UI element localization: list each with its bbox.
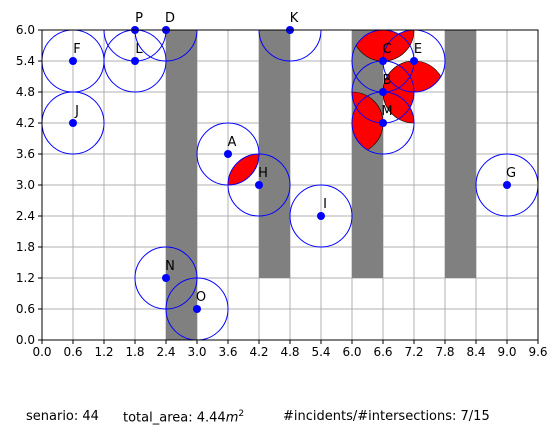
point-label: E <box>414 42 422 57</box>
coverage-circle <box>475 153 538 217</box>
x-tick-label: 1.2 <box>94 345 113 359</box>
point-label: K <box>290 11 299 26</box>
coverage-circle <box>165 277 229 340</box>
intersection-region <box>228 154 260 186</box>
y-tick-label: 1.2 <box>16 271 35 285</box>
y-tick-label: 4.2 <box>16 116 35 130</box>
sensor-point <box>224 150 232 158</box>
sensor-point <box>379 88 387 96</box>
intersection-region <box>382 92 414 124</box>
y-tick-label: 4.8 <box>16 85 35 99</box>
y-tick-label: 2.4 <box>16 209 35 223</box>
intersection-region <box>383 30 415 62</box>
y-tick-label: 0.6 <box>16 302 35 316</box>
sensor-point <box>379 57 387 65</box>
sensor-point <box>317 212 325 220</box>
sensor-point <box>193 305 201 313</box>
coverage-circle <box>42 91 105 155</box>
y-tick-label: 5.4 <box>16 54 35 68</box>
coverage-circle <box>103 30 167 93</box>
x-tick-label: 3.6 <box>218 345 237 359</box>
y-tick-label: 3.0 <box>16 178 35 192</box>
point-label: F <box>73 42 80 57</box>
x-tick-label: 7.8 <box>435 345 454 359</box>
area-exponent: 2 <box>238 409 245 419</box>
sensor-points <box>69 26 511 313</box>
point-label: M <box>381 104 392 119</box>
sensor-point <box>69 57 77 65</box>
x-tick-label: 0.0 <box>32 345 51 359</box>
point-label: O <box>196 290 206 305</box>
point-label: N <box>165 259 175 274</box>
point-label: L <box>135 42 143 57</box>
scenario-plot: P D K F L C E B J M A H G I N O 0.0 0.6 1.2 1.8 2.4 3.0 3.6 4.… <box>16 11 548 359</box>
sensor-point <box>410 57 418 65</box>
sensor-point <box>255 181 263 189</box>
sensor-point <box>503 181 511 189</box>
point-label: B <box>383 73 392 88</box>
point-label: C <box>382 42 391 57</box>
obstacle-column <box>166 30 197 340</box>
point-label: D <box>165 11 175 26</box>
y-tick-label: 1.8 <box>16 240 35 254</box>
y-tick-label: 0.0 <box>16 333 35 347</box>
coverage-circle <box>258 30 322 62</box>
coverage-circle <box>227 153 291 217</box>
point-label: H <box>258 166 268 181</box>
footer-incidents: #incidents/#intersections: 7/15 <box>283 409 490 424</box>
x-tick-label: 6.0 <box>342 345 361 359</box>
area-prefix: total_area: 4.44 <box>123 410 226 426</box>
point-label: I <box>323 197 327 212</box>
x-tick-label: 9.0 <box>497 345 516 359</box>
point-label: J <box>74 104 79 119</box>
obstacle-column <box>445 30 476 278</box>
x-tick-label: 2.4 <box>156 345 175 359</box>
point-label: A <box>228 135 237 150</box>
intersection-region <box>104 30 136 31</box>
coverage-circle <box>289 184 353 248</box>
y-tick-label: 6.0 <box>16 23 35 37</box>
intersection-region <box>165 30 197 31</box>
sensor-point <box>162 274 170 282</box>
y-tick-label: 3.6 <box>16 147 35 161</box>
x-tick-label: 4.2 <box>249 345 268 359</box>
point-label: P <box>135 11 143 26</box>
x-tick-label: 4.8 <box>280 345 299 359</box>
x-tick-label: 7.2 <box>404 345 423 359</box>
x-tick-label: 9.6 <box>528 345 547 359</box>
x-tick-label: 5.4 <box>311 345 330 359</box>
x-tick-label: 1.8 <box>125 345 144 359</box>
sensor-point <box>69 119 77 127</box>
point-labels: P D K F L C E B J M A H G I N O <box>73 11 516 305</box>
intersection-regions <box>104 30 445 186</box>
footer-total-area: total_area: 4.44m2 <box>123 409 244 425</box>
x-tick-label: 8.4 <box>466 345 485 359</box>
x-tick-label: 0.6 <box>63 345 82 359</box>
x-tick-label: 3.0 <box>187 345 206 359</box>
x-tick-label: 6.6 <box>373 345 392 359</box>
sensor-point <box>131 57 139 65</box>
footer-scenario: senario: 44 <box>26 409 99 424</box>
area-unit: m <box>225 410 239 426</box>
sensor-point <box>379 119 387 127</box>
axis-ticks: 0.0 0.6 1.2 1.8 2.4 3.0 3.6 4.2 4.8 5.4 6.0 6.6 7.2 7… <box>16 23 548 359</box>
point-label: G <box>506 166 516 181</box>
